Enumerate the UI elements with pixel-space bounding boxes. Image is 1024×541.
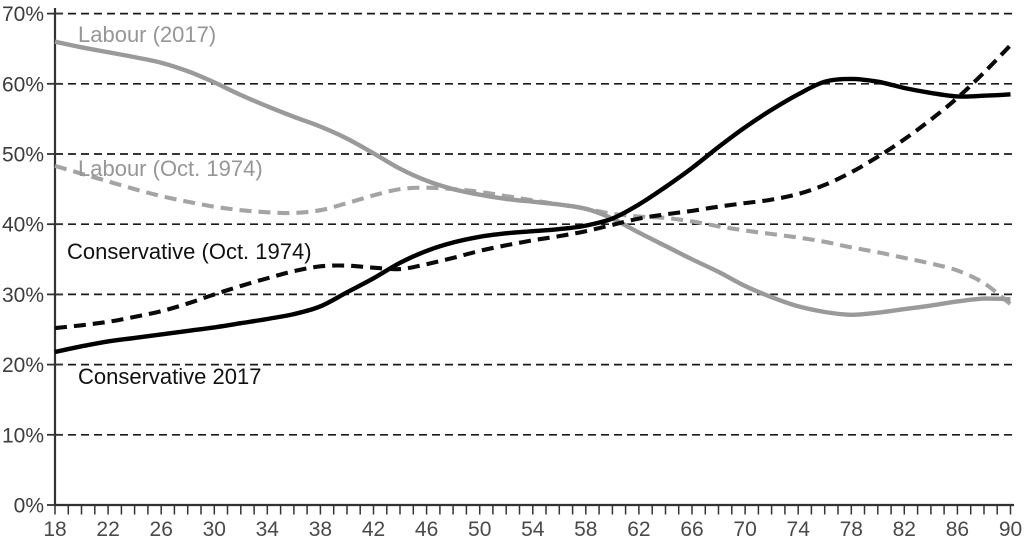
y-tick-label-30: 30%	[2, 284, 44, 307]
x-tick-label-90: 90	[999, 518, 1022, 541]
x-axis-ticks-and-labels: 18 22 26 30 34 38 42 46 50 54 58 62 66 70 74 78 82 86 90	[43, 506, 1022, 541]
x-tick-label-70: 70	[733, 518, 756, 541]
x-tick-label-58: 58	[574, 518, 597, 541]
series-line-conservative-2017	[54, 76, 1011, 355]
x-tick-label-82: 82	[893, 518, 916, 541]
axes	[53, 8, 1014, 507]
x-tick-label-62: 62	[627, 518, 650, 541]
series-label-labour-2017: Labour (2017)	[78, 22, 216, 47]
x-tick-label-38: 38	[309, 518, 332, 541]
x-tick-label-50: 50	[468, 518, 491, 541]
x-tick-label-30: 30	[203, 518, 226, 541]
y-tick-label-70: 70%	[2, 3, 44, 26]
x-tick-label-34: 34	[256, 518, 280, 541]
y-tick-label-60: 60%	[2, 73, 44, 96]
x-tick-label-18: 18	[43, 518, 66, 541]
y-tick-label-20: 20%	[2, 354, 44, 377]
plot-gridlines	[55, 12, 1014, 436]
x-tick-label-46: 46	[415, 518, 438, 541]
x-tick-label-22: 22	[96, 518, 119, 541]
series-label-labour-oct-1974: Labour (Oct. 1974)	[78, 156, 263, 181]
series-label-conservative-2017: Conservative 2017	[78, 364, 261, 389]
series-line-conservative-oct-1974	[54, 43, 1012, 331]
x-tick-label-26: 26	[150, 518, 173, 541]
x-tick-label-74: 74	[787, 518, 811, 541]
series-label-conservative-oct-1974: Conservative (Oct. 1974)	[67, 239, 312, 264]
series-labels: Labour (Oct. 1974) Labour (2017) Conservat…	[67, 22, 312, 389]
series-lines	[54, 39, 1012, 355]
x-tick-label-86: 86	[946, 518, 969, 541]
x-tick-label-42: 42	[362, 518, 385, 541]
y-axis-ticks-and-labels: 0% 10% 20% 30% 40% 50% 60% 70%	[2, 3, 63, 518]
y-tick-label-10: 10%	[2, 424, 44, 447]
y-tick-label-50: 50%	[2, 144, 44, 167]
x-tick-label-78: 78	[840, 518, 863, 541]
y-tick-label-0: 0%	[14, 495, 44, 518]
y-tick-label-40: 40%	[2, 214, 44, 237]
series-line-labour-oct-1974	[54, 163, 1012, 306]
x-tick-label-54: 54	[521, 518, 545, 541]
series-line-labour-2017	[54, 39, 1011, 318]
x-tick-label-66: 66	[680, 518, 703, 541]
